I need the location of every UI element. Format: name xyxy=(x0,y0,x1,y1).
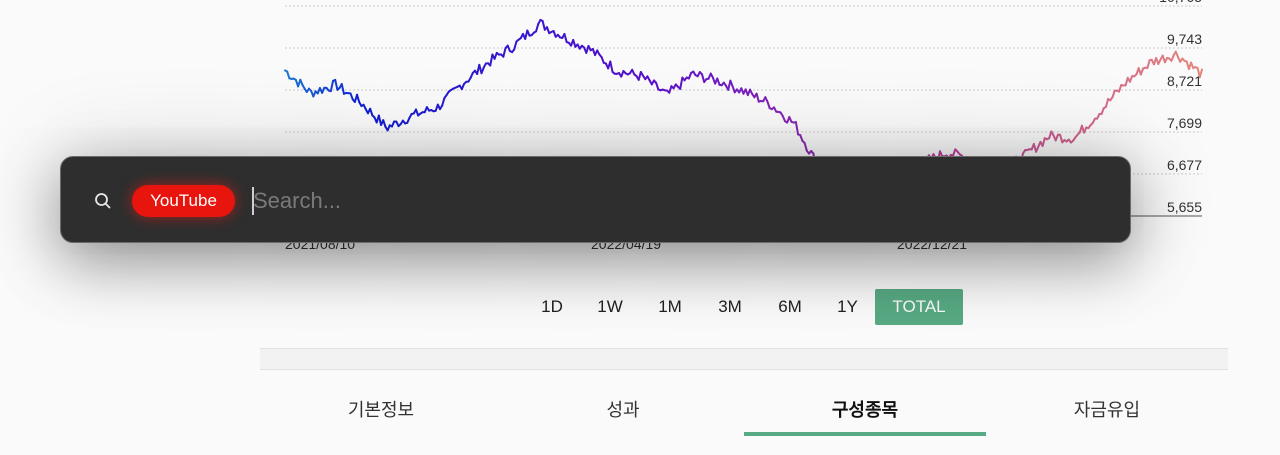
y-tick-label: 6,677 xyxy=(1166,157,1202,173)
series-line-segment xyxy=(382,119,387,128)
series-line-segment xyxy=(1100,107,1105,116)
series-line-segment xyxy=(546,26,551,35)
tab-performance[interactable]: 성과 xyxy=(606,400,640,421)
series-line-segment xyxy=(679,76,684,90)
series-line-segment xyxy=(668,85,673,94)
series-line-segment xyxy=(1104,97,1110,108)
series-line-segment xyxy=(340,83,345,95)
series-line-segment xyxy=(356,93,361,104)
series-line-segment xyxy=(701,73,706,84)
series-line-segment xyxy=(369,107,374,117)
search-icon xyxy=(95,193,111,209)
series-line-segment xyxy=(766,100,771,110)
series-line-segment xyxy=(799,134,804,142)
search-input[interactable] xyxy=(251,181,1111,221)
active-tab-indicator xyxy=(744,432,986,436)
series-line-segment xyxy=(1118,84,1123,93)
y-tick-label: 10,765 xyxy=(1159,0,1202,5)
period-selector: 1D 1W 1M 3M 6M 1Y TOTAL xyxy=(0,289,1280,325)
series-line-segment xyxy=(687,71,693,80)
series-line-segment xyxy=(600,56,605,64)
section-divider xyxy=(260,348,1228,370)
series-line-segment xyxy=(563,32,568,44)
series-line-segment xyxy=(489,53,494,67)
series-line-segment xyxy=(541,20,546,31)
series-line-segment xyxy=(794,121,800,136)
period-button-1d[interactable]: 1D xyxy=(541,297,563,316)
period-button-total[interactable]: TOTAL xyxy=(875,289,963,325)
series-line-segment xyxy=(716,77,721,86)
tab-basic-info[interactable]: 기본정보 xyxy=(347,400,415,421)
series-line-segment xyxy=(609,60,614,73)
series-line-segment xyxy=(1146,59,1151,69)
y-tick-label: 5,655 xyxy=(1166,199,1202,215)
series-line-segment xyxy=(502,47,507,58)
search-bar[interactable]: YouTube xyxy=(60,156,1131,243)
y-tick-label: 9,743 xyxy=(1166,31,1202,47)
series-line-segment xyxy=(286,70,291,80)
series-line-segment xyxy=(334,78,339,91)
series-line-segment xyxy=(441,97,446,107)
series-line-segment xyxy=(1139,67,1145,76)
text-caret xyxy=(252,187,254,215)
series-line-segment xyxy=(513,40,518,51)
series-line-segment xyxy=(803,141,808,152)
period-button-3m[interactable]: 3M xyxy=(718,297,742,316)
tab-holdings[interactable]: 구성종목 xyxy=(831,400,899,421)
y-tick-label: 8,721 xyxy=(1166,73,1202,89)
series-line-segment xyxy=(1128,75,1134,83)
series-line-segment xyxy=(755,92,760,103)
series-line-segment xyxy=(655,81,660,91)
series-line-segment xyxy=(1198,68,1203,79)
series-line-segment xyxy=(1059,133,1064,144)
period-button-6m[interactable]: 6M xyxy=(778,297,802,316)
period-button-1w[interactable]: 1W xyxy=(597,297,623,316)
series-line-segment xyxy=(329,79,335,93)
y-tick-label: 7,699 xyxy=(1166,115,1202,131)
series-line-segment xyxy=(1111,89,1116,99)
series-line-segment xyxy=(729,79,734,88)
tab-fund-flows[interactable]: 자금유입 xyxy=(1073,400,1141,421)
series-line-segment xyxy=(572,38,577,48)
series-line-segment xyxy=(535,22,540,33)
series-line-segment xyxy=(349,92,354,101)
source-chip-youtube[interactable]: YouTube xyxy=(132,185,235,217)
series-line-segment xyxy=(1041,137,1046,148)
period-button-1m[interactable]: 1M xyxy=(658,297,682,316)
period-button-1y[interactable]: 1Y xyxy=(837,297,858,316)
